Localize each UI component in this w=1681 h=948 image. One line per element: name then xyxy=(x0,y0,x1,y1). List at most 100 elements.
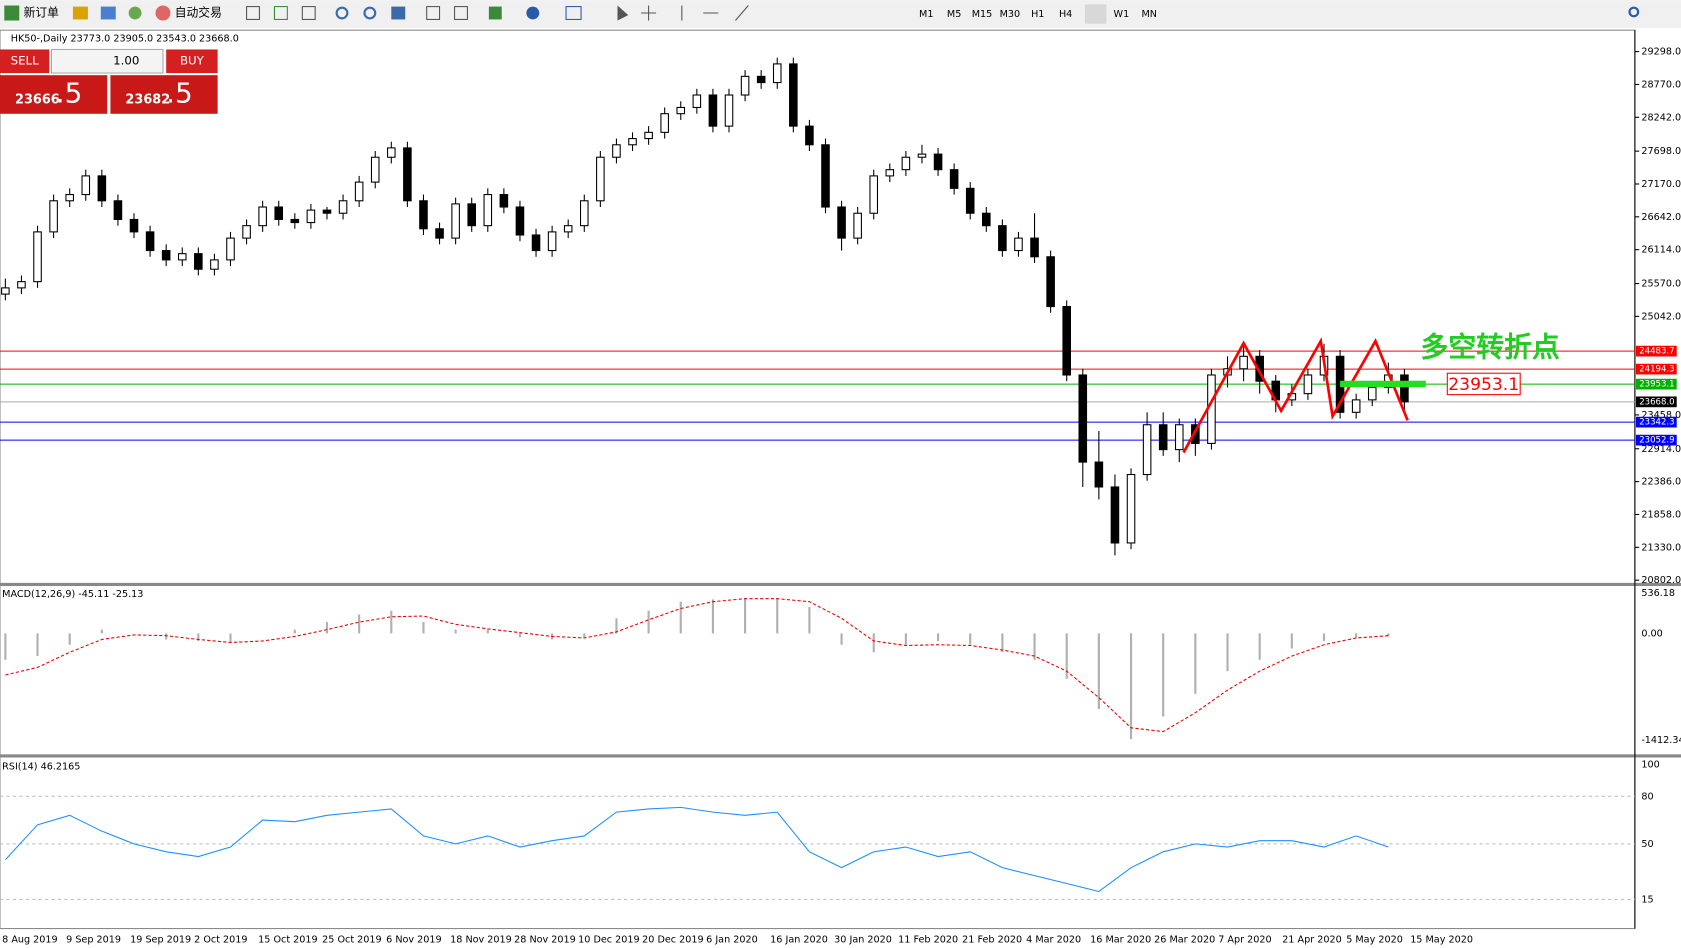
candle-body xyxy=(419,200,428,230)
candle-body xyxy=(338,200,348,214)
toolbar xyxy=(0,0,1681,29)
candle-body xyxy=(805,125,814,146)
auto-trading-button[interactable]: 自动交易 xyxy=(175,6,222,20)
rsi-label: RSI(14) 46.2165 xyxy=(2,762,80,773)
auto-trading-icon[interactable] xyxy=(155,5,171,21)
macd-signal xyxy=(5,598,1389,733)
candle-body xyxy=(676,106,686,115)
candle-body xyxy=(1,287,10,295)
trade-panel: SELL 1.00 BUY 23666 .5 23682 .5 xyxy=(0,48,218,114)
sell-price[interactable]: 23666 xyxy=(15,92,60,107)
level-label: 23953.1 xyxy=(1639,380,1674,390)
y-tick-label: 28770.0 xyxy=(1641,79,1681,90)
sell-button[interactable] xyxy=(0,49,50,74)
lots-input[interactable] xyxy=(50,48,164,74)
search-icon[interactable] xyxy=(1628,6,1640,18)
candle-body xyxy=(1191,424,1200,444)
candle-body xyxy=(354,181,364,202)
buy-price[interactable]: 23682 xyxy=(125,92,170,107)
candle-body xyxy=(1158,424,1168,451)
candle-body xyxy=(1110,486,1120,544)
buy-price-box[interactable] xyxy=(110,75,218,114)
candle-body xyxy=(644,131,653,140)
candle-body xyxy=(387,147,396,158)
candle-body xyxy=(403,147,412,202)
y-tick-label: 28242.0 xyxy=(1641,112,1681,123)
candle-body xyxy=(853,212,862,239)
x-tick-label: 10 Dec 2019 xyxy=(578,934,640,945)
y-tick-label: 27170.0 xyxy=(1641,179,1681,190)
timeframe-button[interactable]: M15 xyxy=(972,9,993,20)
timeframe-button[interactable]: M30 xyxy=(1000,9,1021,20)
chart-header: HK50-,Daily 23773.0 23905.0 23543.0 2366… xyxy=(11,34,239,45)
x-tick-label: 5 May 2020 xyxy=(1346,934,1403,945)
new-order-button[interactable]: 新订单 xyxy=(24,6,60,20)
candle-body xyxy=(33,231,42,283)
candle-body xyxy=(499,194,509,208)
candle-body xyxy=(869,175,879,214)
x-tick-label: 15 Oct 2019 xyxy=(258,934,318,945)
sell-label[interactable]: SELL xyxy=(11,54,39,68)
lots-value[interactable]: 1.00 xyxy=(113,54,139,68)
candle-body xyxy=(1400,374,1409,403)
level-tag xyxy=(1635,378,1677,390)
candle-body xyxy=(628,138,637,146)
y-tick-label: 22386.0 xyxy=(1641,477,1681,488)
candle-body xyxy=(612,144,621,158)
x-tick-label: 18 Nov 2019 xyxy=(450,934,512,945)
timeframe-button[interactable]: M1 xyxy=(919,9,933,20)
candle-body xyxy=(885,169,895,177)
timeframe-button[interactable]: MN xyxy=(1141,9,1157,20)
x-tick-label: 25 Oct 2019 xyxy=(322,934,382,945)
candle-body xyxy=(1046,256,1055,308)
candle-body xyxy=(837,206,846,239)
y-tick-label: 23458.0 xyxy=(1641,410,1681,421)
candle-body xyxy=(306,209,316,224)
x-tick-label: 30 Jan 2020 xyxy=(834,934,892,945)
timeframe-button[interactable]: M5 xyxy=(947,9,961,20)
y-tick-label: 27698.0 xyxy=(1641,146,1681,157)
candle-body xyxy=(660,113,669,133)
x-tick-label: 8 Aug 2019 xyxy=(2,934,58,945)
sell-price-box[interactable] xyxy=(0,75,108,114)
candle-body xyxy=(17,281,26,289)
candle-body xyxy=(1030,237,1039,258)
rsi-line xyxy=(4,806,1389,893)
y-tick-label: 26642.0 xyxy=(1641,212,1681,223)
candle-body xyxy=(65,194,74,202)
x-tick-label: 15 May 2020 xyxy=(1410,934,1473,945)
tool-icon[interactable] xyxy=(100,6,116,20)
candle-body xyxy=(435,228,444,239)
candle-body xyxy=(1142,424,1152,476)
buy-label[interactable]: BUY xyxy=(180,54,205,68)
tool-icon[interactable] xyxy=(72,6,88,20)
x-tick-label: 6 Nov 2019 xyxy=(386,934,442,945)
candle-body xyxy=(1126,473,1136,544)
timeframe-button[interactable]: H4 xyxy=(1059,9,1072,20)
chart-area xyxy=(0,29,1636,930)
candle-body xyxy=(370,156,380,183)
candle-body xyxy=(97,175,107,202)
candle-body xyxy=(145,231,155,252)
candle-body xyxy=(531,234,541,252)
marker-box xyxy=(1446,372,1521,396)
sell-pip[interactable]: .5 xyxy=(56,76,83,109)
candle-body xyxy=(210,259,219,270)
marks: 29298.0 28770.0 28242.0 27698.0 27170.0 26642… xyxy=(0,47,1681,945)
y-tick-label: 22914.0 xyxy=(1641,444,1681,455)
x-tick-label: 11 Feb 2020 xyxy=(898,934,958,945)
candle-body xyxy=(242,225,251,239)
new-order-icon[interactable] xyxy=(4,5,20,21)
candle-body xyxy=(579,200,589,227)
candle-body xyxy=(1255,355,1264,382)
timeframe-button[interactable]: H1 xyxy=(1031,9,1044,20)
tool-icon[interactable] xyxy=(128,6,142,20)
buy-pip[interactable]: .5 xyxy=(166,76,193,109)
x-tick-label: 21 Apr 2020 xyxy=(1282,934,1342,945)
timeframe-button[interactable]: W1 xyxy=(1114,9,1130,20)
buy-button[interactable] xyxy=(166,49,218,74)
x-tick-label: 2 Oct 2019 xyxy=(194,934,247,945)
y-tick-label: 25042.0 xyxy=(1641,311,1681,322)
x-tick-label: 19 Sep 2019 xyxy=(130,934,191,945)
candle-body xyxy=(113,200,123,220)
